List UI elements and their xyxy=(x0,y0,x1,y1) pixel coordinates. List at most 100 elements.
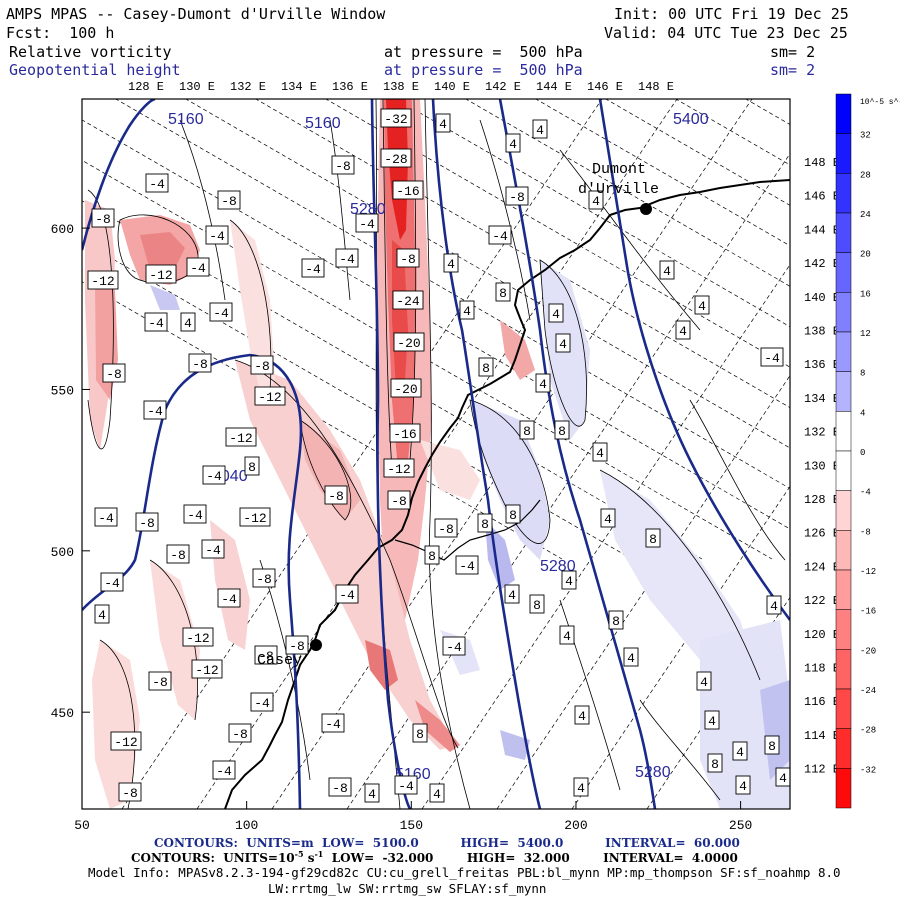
vorticity-label-box xyxy=(412,723,428,743)
vorticity-label-text: -4 xyxy=(190,261,206,276)
colorbar-swatch xyxy=(835,331,852,372)
vorticity-label-box xyxy=(554,420,570,440)
vorticity-label-text: 4 xyxy=(565,574,573,589)
vorticity-label-text: -4 xyxy=(446,640,462,655)
right-lon-label: 136 E xyxy=(804,358,840,372)
vorticity-label-text: -4 xyxy=(325,717,341,732)
vorticity-label-text: -8 xyxy=(289,639,305,654)
vorticity-label-box xyxy=(623,647,639,667)
vorticity-label-box xyxy=(775,767,790,787)
vorticity-label-box xyxy=(694,295,710,315)
vorticity-label-box xyxy=(102,363,126,383)
svg-text:d'Urville: d'Urville xyxy=(578,181,659,198)
vorticity-label-text: 4 xyxy=(679,324,687,339)
colorbar-units: 10^-5 s^-1 xyxy=(860,98,900,107)
right-lon-label: 134 E xyxy=(804,392,840,406)
vorticity-label-text: -4 xyxy=(221,592,237,607)
vorticity-label-text: 4 xyxy=(368,787,376,802)
vorticity-label-text: 8 xyxy=(533,598,541,613)
vorticity-label-box xyxy=(392,290,424,310)
vorticity-label-text: 8 xyxy=(481,517,489,532)
vorticity-label-box xyxy=(145,173,169,193)
right-lon-label: 144 E xyxy=(804,223,840,237)
field2-level: at pressure = 500 hPa xyxy=(384,61,583,79)
vorticity-label-box xyxy=(390,378,422,398)
vorticity-label-text: -4 xyxy=(147,404,163,419)
colorbar-label: -32 xyxy=(860,765,876,775)
vorticity-label-text: 4 xyxy=(700,675,708,690)
vorticity-label-box xyxy=(659,260,675,280)
field1-level: at pressure = 500 hPa xyxy=(384,43,583,61)
top-lon-label: 136 E xyxy=(332,80,368,94)
vorticity-label-text: -4 xyxy=(213,306,229,321)
vorticity-label-box xyxy=(592,442,608,462)
vorticity-label-box xyxy=(228,723,252,743)
vorticity-label-text: 4 xyxy=(509,137,517,152)
colorbar-swatch xyxy=(835,93,852,134)
right-lon-label: 148 E xyxy=(804,156,840,170)
x-tick-label: 200 xyxy=(564,818,587,833)
vorticity-label-text: 8 xyxy=(499,286,507,301)
vorticity-label-text: -4 xyxy=(187,508,203,523)
plot-frame xyxy=(81,98,791,810)
vorticity-label-text: -16 xyxy=(396,184,419,199)
vorticity-label-box xyxy=(434,518,458,538)
colorbar-swatch xyxy=(835,133,852,174)
vorticity-label-box xyxy=(704,710,720,730)
vorticity-label-text: -4 xyxy=(206,469,222,484)
vorticity-label-box xyxy=(766,595,782,615)
vorticity-label-box xyxy=(477,513,493,533)
vorticity-label-box xyxy=(429,783,445,803)
vorticity-label-text: -8 xyxy=(258,649,274,664)
vorticity-label-box xyxy=(94,604,110,624)
colorbar-label: 24 xyxy=(860,210,871,220)
vorticity-label-text: 4 xyxy=(627,651,635,666)
right-lon-label: 130 E xyxy=(804,459,840,473)
vorticity-label-box xyxy=(389,423,421,443)
vorticity-label-box xyxy=(225,427,257,447)
colorbar-label: 12 xyxy=(860,329,871,339)
vorticity-label-text: 4 xyxy=(447,257,455,272)
vorticity-label-box xyxy=(732,741,748,761)
top-lon-label: 132 E xyxy=(230,80,266,94)
colorbar-swatch xyxy=(835,609,852,650)
vorticity-label-text: -12 xyxy=(149,268,172,283)
right-lon-label: 124 E xyxy=(804,560,840,574)
vorticity-label-box xyxy=(573,777,589,797)
vorticity-label-text: 4 xyxy=(463,304,471,319)
x-axis: 50 100 150 200 250 xyxy=(74,801,752,833)
vorticity-label-box xyxy=(331,155,355,175)
vorticity-label-text: -8 xyxy=(152,675,168,690)
vorticity-label-text: -8 xyxy=(335,159,351,174)
vorticity-label-text: -4 xyxy=(339,588,355,603)
right-lon-label: 140 E xyxy=(804,291,840,305)
vorticity-label-text: 8 xyxy=(248,460,256,475)
vorticity-label-box xyxy=(505,186,529,206)
vorticity-label-box xyxy=(383,458,415,478)
vorticity-label-box xyxy=(396,248,420,268)
vorticity-label-box xyxy=(301,258,325,278)
vorticity-label-box xyxy=(707,753,723,773)
colorbar-swatch xyxy=(835,530,852,571)
vorticity-label-box xyxy=(166,544,190,564)
vorticity-label-text: 4 xyxy=(736,745,744,760)
colorbar-swatch xyxy=(835,649,852,690)
vorticity-label-box xyxy=(478,357,494,377)
colorbar-label: -8 xyxy=(860,527,871,537)
vorticity-label-text: -4 xyxy=(359,217,375,232)
vorticity-label-box xyxy=(495,282,511,302)
colorbar-swatch xyxy=(835,212,852,253)
vorticity-label-box xyxy=(110,731,142,751)
top-lon-label: 128 E xyxy=(128,80,164,94)
vorticity-label-box xyxy=(335,584,359,604)
coastline xyxy=(224,179,790,809)
colorbar-swatch xyxy=(835,292,852,333)
chart-title: AMPS MPAS -- Casey-Dumont d'Urville Wind… xyxy=(6,5,386,23)
colorbar-label: -28 xyxy=(860,726,876,736)
vorticity-label-text: -8 xyxy=(106,367,122,382)
vorticity-label-box xyxy=(191,659,223,679)
y-tick-label: 500 xyxy=(51,545,74,560)
top-lon-label: 144 E xyxy=(536,80,572,94)
colorbar-label: 4 xyxy=(860,408,865,418)
vorticity-label-box xyxy=(188,353,212,373)
